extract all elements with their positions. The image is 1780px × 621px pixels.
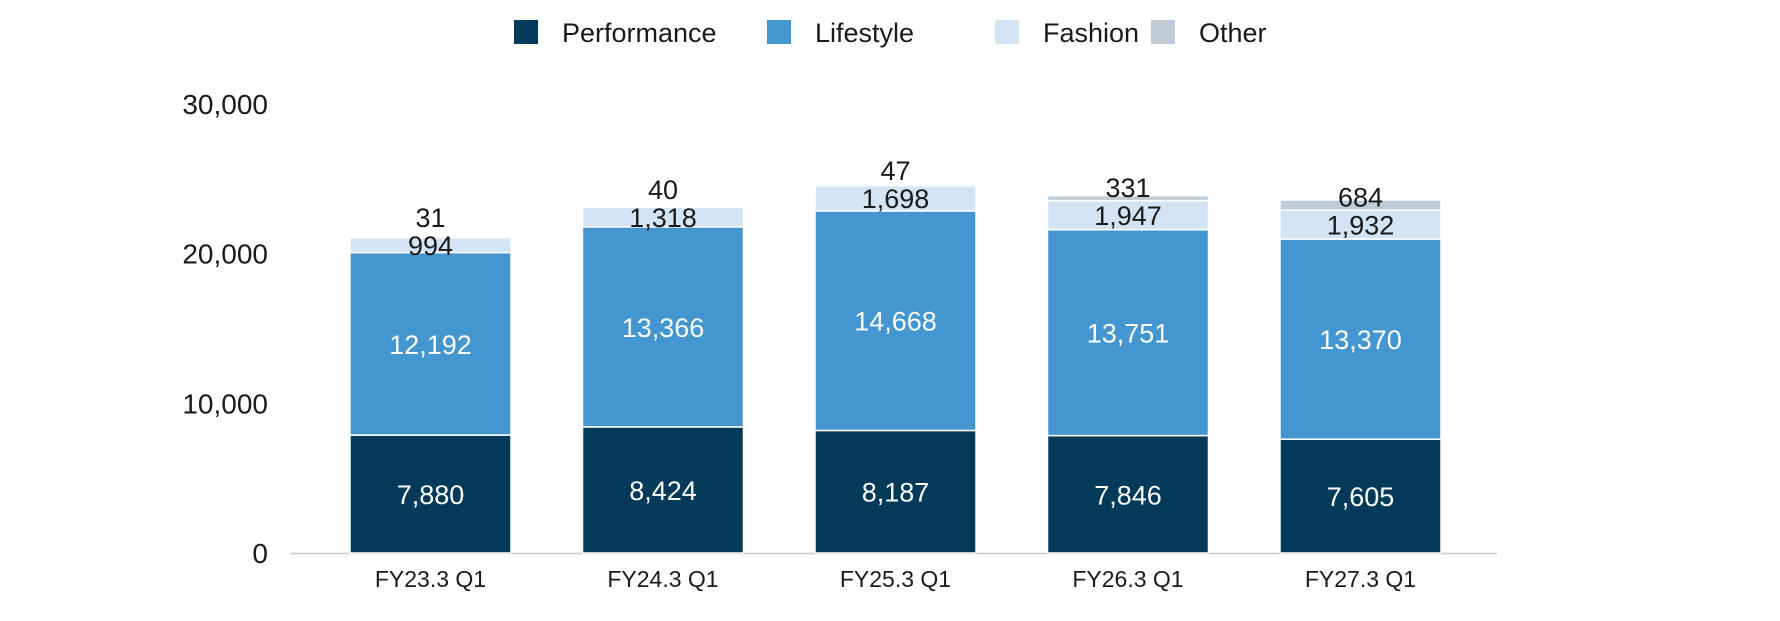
legend-label-lifestyle: Lifestyle bbox=[815, 18, 914, 48]
data-label-fashion: 1,947 bbox=[1094, 201, 1162, 231]
data-label-fashion: 994 bbox=[408, 231, 453, 261]
y-tick-label: 30,000 bbox=[182, 89, 268, 120]
legend-swatch-lifestyle bbox=[767, 20, 791, 44]
data-label-other: 47 bbox=[880, 156, 910, 186]
data-label-performance: 7,846 bbox=[1094, 480, 1162, 510]
x-tick-label: FY26.3 Q1 bbox=[1072, 566, 1183, 592]
x-tick-label: FY25.3 Q1 bbox=[840, 566, 951, 592]
x-tick-label: FY27.3 Q1 bbox=[1305, 566, 1416, 592]
x-tick-label: FY23.3 Q1 bbox=[375, 566, 486, 592]
data-label-lifestyle: 13,370 bbox=[1319, 325, 1402, 355]
data-label-fashion: 1,318 bbox=[629, 203, 697, 233]
legend-swatch-performance bbox=[514, 20, 538, 44]
y-tick-label: 10,000 bbox=[182, 388, 268, 419]
y-tick-label: 0 bbox=[252, 538, 268, 569]
y-tick-label: 20,000 bbox=[182, 239, 268, 270]
data-label-lifestyle: 12,192 bbox=[389, 330, 472, 360]
data-label-lifestyle: 13,751 bbox=[1087, 319, 1170, 349]
legend-label-other: Other bbox=[1199, 18, 1267, 48]
data-label-lifestyle: 14,668 bbox=[854, 307, 937, 337]
legend: Performance Lifestyle Fashion Other bbox=[514, 18, 1267, 48]
legend-label-performance: Performance bbox=[562, 18, 717, 48]
data-label-performance: 8,187 bbox=[862, 478, 930, 508]
data-label-fashion: 1,932 bbox=[1327, 211, 1395, 241]
data-label-fashion: 1,698 bbox=[862, 184, 930, 214]
x-tick-label: FY24.3 Q1 bbox=[607, 566, 718, 592]
legend-swatch-other bbox=[1151, 20, 1175, 44]
data-label-performance: 7,880 bbox=[397, 480, 465, 510]
legend-label-fashion: Fashion bbox=[1043, 18, 1139, 48]
data-label-lifestyle: 13,366 bbox=[622, 313, 705, 343]
data-label-other: 684 bbox=[1338, 183, 1383, 213]
data-label-performance: 8,424 bbox=[629, 476, 697, 506]
data-label-performance: 7,605 bbox=[1327, 482, 1395, 512]
legend-swatch-fashion bbox=[995, 20, 1019, 44]
data-label-other: 31 bbox=[415, 203, 445, 233]
data-label-other: 331 bbox=[1105, 173, 1150, 203]
data-label-other: 40 bbox=[648, 175, 678, 205]
